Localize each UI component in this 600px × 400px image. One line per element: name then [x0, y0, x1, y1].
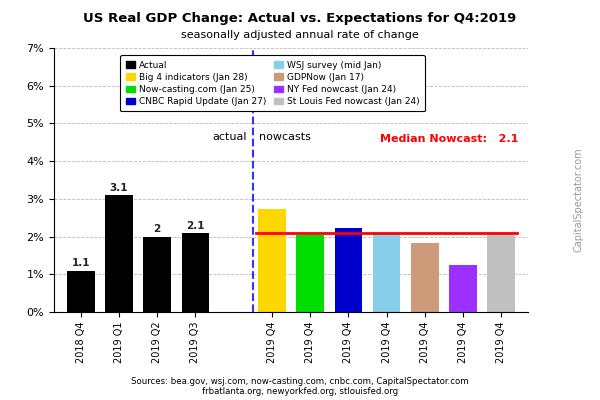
Bar	[182, 233, 209, 312]
Text: 3.1: 3.1	[110, 183, 128, 193]
Bar	[143, 236, 171, 312]
Text: actual: actual	[212, 132, 247, 142]
Text: Median Nowcast:   2.1: Median Nowcast: 2.1	[380, 134, 518, 144]
Text: 1.1: 1.1	[71, 258, 90, 268]
Bar	[105, 195, 133, 312]
Bar	[449, 265, 477, 312]
Bar	[487, 235, 515, 312]
Bar	[258, 210, 286, 312]
Text: US Real GDP Change: Actual vs. Expectations for Q4:2019: US Real GDP Change: Actual vs. Expectati…	[83, 12, 517, 25]
Text: nowcasts: nowcasts	[259, 132, 310, 142]
Text: 2.1: 2.1	[186, 220, 205, 230]
Text: Sources: bea.gov, wsj.com, now-casting.com, cnbc.com, CapitalSpectator.com
frbat: Sources: bea.gov, wsj.com, now-casting.c…	[131, 377, 469, 396]
Bar	[296, 236, 324, 312]
Bar	[411, 243, 439, 312]
Bar	[373, 233, 400, 312]
Bar	[335, 228, 362, 312]
Text: seasonally adjusted annual rate of change: seasonally adjusted annual rate of chang…	[181, 30, 419, 40]
Bar	[67, 270, 95, 312]
Legend: Actual, Big 4 indicators (Jan 28), Now-casting.com (Jan 25), CNBC Rapid Update (: Actual, Big 4 indicators (Jan 28), Now-c…	[120, 55, 425, 112]
Text: CapitalSpectator.com: CapitalSpectator.com	[574, 148, 584, 252]
Text: 2: 2	[154, 224, 161, 234]
